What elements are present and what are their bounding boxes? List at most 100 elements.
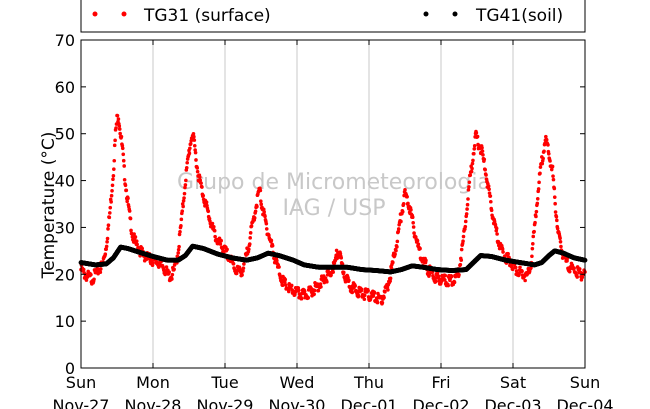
series-0-point-699 (383, 290, 387, 294)
series-0-point-466 (283, 277, 288, 282)
series-0-point-931 (484, 173, 488, 177)
series-0-point-1119 (565, 259, 569, 263)
series-0-point-220 (176, 251, 180, 255)
series-0-point-122 (133, 235, 138, 239)
series-0-point-660 (366, 288, 370, 293)
series-0-point-395 (252, 216, 257, 220)
series-0-point-222 (177, 244, 181, 249)
x-tick-label-date-2: Nov-29 (197, 396, 254, 409)
series-0-point-12 (84, 278, 89, 282)
series-0-point-891 (466, 188, 471, 192)
series-0-point-44 (99, 267, 103, 271)
legend-frame (80, 0, 586, 33)
series-0-point-885 (463, 219, 468, 224)
series-0-point-533 (312, 292, 316, 296)
series-0-point-944 (489, 208, 494, 213)
series-0-point-248 (188, 141, 193, 146)
series-0-point-22 (89, 272, 93, 277)
series-0-point-744 (403, 188, 407, 192)
x-axis: Sun Nov-27 Mon Nov-28 Tue Nov-29 Wed Nov-30 Thu D… (53, 40, 614, 409)
series-0-point-239 (184, 165, 189, 170)
x-tick-label-date-7: Dec-04 (556, 396, 613, 409)
x-tick-label-date-1: Nov-28 (125, 396, 182, 409)
series-0-point-43 (98, 270, 103, 275)
series-0-point-221 (176, 247, 181, 252)
series-0-point-194 (164, 265, 169, 269)
series-0-point-1057 (538, 165, 543, 169)
series-0-point-888 (465, 207, 469, 211)
series-0-point-838 (443, 273, 448, 278)
series-0-point-206 (170, 277, 174, 281)
series-0-point-286 (205, 203, 209, 208)
series-0-point-1142 (575, 275, 579, 279)
series-0-point-983 (506, 252, 510, 256)
series-0-point-597 (339, 256, 344, 260)
series-0-point-712 (388, 276, 393, 281)
series-0-point-408 (258, 188, 263, 193)
series-0-point-305 (213, 234, 217, 239)
series-0-point-1095 (555, 218, 559, 223)
series-0-point-724 (394, 248, 398, 253)
series-0-point-912 (475, 134, 480, 139)
series-0-point-730 (396, 227, 401, 231)
series-0-point-386 (248, 231, 253, 235)
series-0-point-726 (395, 245, 399, 249)
legend: TG31 (surface) TG41(soil) (80, 0, 586, 33)
series-0-point-873 (458, 262, 463, 267)
series-0-point-519 (306, 296, 311, 300)
series-0-point-853 (449, 274, 454, 279)
series-0-point-682 (375, 300, 380, 305)
series-0-point-693 (380, 300, 385, 305)
series-0-point-638 (356, 293, 361, 298)
series-0-point-1135 (572, 266, 576, 270)
series-1 (78, 243, 588, 275)
series-0-point-125 (134, 239, 139, 243)
series-0-point-78 (114, 126, 118, 130)
series-0-point-1148 (577, 267, 582, 271)
series-0-point-1063 (541, 156, 545, 161)
series-0-point-419 (263, 214, 267, 219)
series-0-point-1086 (551, 174, 555, 178)
series-0-point-630 (353, 284, 358, 288)
x-tick-label-date-3: Nov-30 (269, 396, 326, 409)
series-0-point-93 (120, 146, 125, 151)
series-0-point-1087 (551, 177, 556, 182)
series-0-point-90 (119, 134, 124, 139)
series-0-point-234 (182, 191, 187, 196)
series-0-point-1074 (546, 143, 550, 147)
series-0-point-741 (401, 202, 406, 206)
plot-frame (80, 39, 586, 369)
legend-marker-surface (92, 11, 127, 17)
series-0-point-879 (461, 239, 465, 243)
series-0-point-939 (487, 191, 492, 195)
series-0-point-467 (283, 283, 288, 287)
series-0-point-240 (185, 160, 189, 165)
series-0-point-845 (446, 283, 451, 288)
series-0-point-900 (470, 161, 475, 166)
series-0-point-263 (195, 166, 200, 170)
series-0-point-763 (411, 221, 415, 225)
series-0-point-270 (198, 178, 203, 182)
series-0-point-1041 (531, 234, 536, 239)
series-0-point-887 (464, 212, 469, 216)
series-0-point-460 (280, 283, 285, 288)
series-0-point-236 (183, 183, 188, 187)
series-0-point-937 (486, 184, 491, 188)
y-tick-label-7: 70 (55, 31, 75, 50)
series-0-point-970 (500, 247, 505, 251)
series-0-point-898 (469, 169, 474, 174)
series-0-point-860 (452, 280, 457, 285)
series-0-point-237 (184, 178, 188, 183)
series-0-point-1089 (552, 186, 557, 191)
series-0-point-6 (81, 267, 86, 272)
watermark-line-2: IAG / USP (283, 196, 386, 221)
series-0-point-749 (405, 194, 409, 199)
series-0-point-1003 (514, 269, 519, 273)
series-0-point-942 (489, 199, 493, 204)
series-0-point-534 (312, 288, 317, 293)
series-0-point-70 (110, 183, 115, 188)
series-0-point-645 (360, 287, 364, 292)
series-0-point-1045 (533, 220, 537, 225)
y-axis: 0 10 20 30 40 50 60 70 (55, 31, 585, 378)
